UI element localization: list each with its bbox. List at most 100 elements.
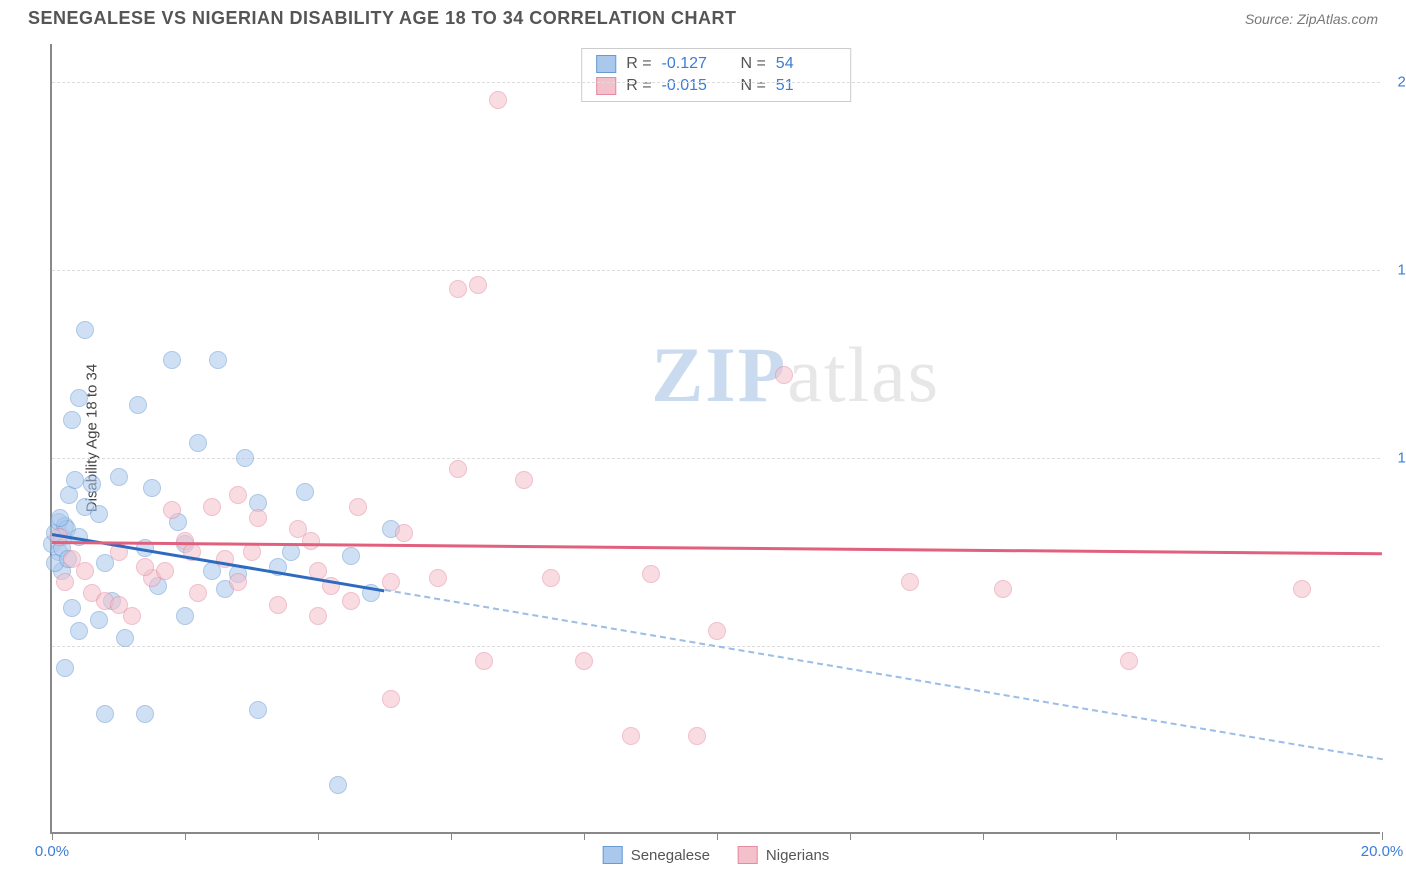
stat-label: N = (732, 55, 766, 73)
data-point (203, 498, 221, 516)
x-tick (717, 832, 718, 840)
x-tick (1116, 832, 1117, 840)
data-point (622, 727, 640, 745)
x-tick (451, 832, 452, 840)
data-point (342, 547, 360, 565)
legend-swatch (596, 55, 616, 73)
stat-label: R = (626, 55, 651, 73)
data-point (395, 524, 413, 542)
data-point (688, 727, 706, 745)
n-value: 51 (776, 77, 836, 95)
legend-label: Nigerians (766, 847, 829, 864)
plot-area: ZIPatlas Disability Age 18 to 34 R = -0.… (50, 44, 1380, 834)
gridline (52, 270, 1380, 271)
data-point (449, 280, 467, 298)
legend-label: Senegalese (631, 847, 710, 864)
data-point (229, 486, 247, 504)
data-point (249, 701, 267, 719)
chart-header: SENEGALESE VS NIGERIAN DISABILITY AGE 18… (0, 0, 1406, 33)
data-point (209, 351, 227, 369)
y-tick-label: 10.0% (1397, 449, 1406, 466)
trend-line-extrapolated (384, 589, 1382, 760)
source-attribution: Source: ZipAtlas.com (1245, 11, 1378, 27)
data-point (63, 599, 81, 617)
legend-item: Senegalese (603, 846, 710, 864)
data-point (642, 565, 660, 583)
x-tick (52, 832, 53, 840)
legend-swatch (596, 77, 616, 95)
data-point (342, 592, 360, 610)
data-point (136, 558, 154, 576)
data-point (63, 411, 81, 429)
data-point (70, 622, 88, 640)
data-point (269, 596, 287, 614)
data-point (56, 659, 74, 677)
data-point (189, 584, 207, 602)
data-point (309, 607, 327, 625)
watermark: ZIPatlas (651, 330, 940, 420)
data-point (489, 91, 507, 109)
data-point (249, 509, 267, 527)
data-point (575, 652, 593, 670)
y-tick-label: 15.0% (1397, 261, 1406, 278)
stat-label: N = (732, 77, 766, 95)
data-point (296, 483, 314, 501)
data-point (469, 276, 487, 294)
n-value: 54 (776, 55, 836, 73)
x-tick-label: 20.0% (1361, 843, 1404, 860)
r-value: -0.015 (662, 77, 722, 95)
x-tick-label: 0.0% (35, 843, 69, 860)
data-point (110, 596, 128, 614)
data-point (1120, 652, 1138, 670)
data-point (176, 607, 194, 625)
x-tick (983, 832, 984, 840)
data-point (110, 468, 128, 486)
stats-row: R = -0.127 N = 54 (596, 53, 836, 75)
data-point (229, 573, 247, 591)
data-point (515, 471, 533, 489)
data-point (76, 562, 94, 580)
data-point (163, 351, 181, 369)
data-point (76, 321, 94, 339)
data-point (90, 611, 108, 629)
data-point (349, 498, 367, 516)
x-tick (850, 832, 851, 840)
data-point (70, 389, 88, 407)
data-point (382, 690, 400, 708)
data-point (708, 622, 726, 640)
data-point (775, 366, 793, 384)
gridline (52, 82, 1380, 83)
data-point (56, 573, 74, 591)
data-point (542, 569, 560, 587)
data-point (66, 471, 84, 489)
data-point (83, 475, 101, 493)
correlation-chart: ZIPatlas Disability Age 18 to 34 R = -0.… (50, 44, 1380, 834)
stats-row: R = -0.015 N = 51 (596, 75, 836, 97)
r-value: -0.127 (662, 55, 722, 73)
x-tick (318, 832, 319, 840)
data-point (136, 705, 154, 723)
data-point (449, 460, 467, 478)
series-legend: Senegalese Nigerians (603, 846, 830, 864)
data-point (1293, 580, 1311, 598)
stat-label: R = (626, 77, 651, 95)
correlation-stats-box: R = -0.127 N = 54R = -0.015 N = 51 (581, 48, 851, 102)
data-point (90, 505, 108, 523)
chart-title: SENEGALESE VS NIGERIAN DISABILITY AGE 18… (28, 8, 736, 29)
data-point (129, 396, 147, 414)
legend-swatch (738, 846, 758, 864)
data-point (143, 479, 161, 497)
data-point (243, 543, 261, 561)
data-point (116, 629, 134, 647)
x-tick (1382, 832, 1383, 840)
data-point (189, 434, 207, 452)
data-point (236, 449, 254, 467)
x-tick (185, 832, 186, 840)
legend-swatch (603, 846, 623, 864)
data-point (994, 580, 1012, 598)
data-point (51, 509, 69, 527)
y-tick-label: 20.0% (1397, 73, 1406, 90)
data-point (96, 705, 114, 723)
data-point (475, 652, 493, 670)
data-point (901, 573, 919, 591)
